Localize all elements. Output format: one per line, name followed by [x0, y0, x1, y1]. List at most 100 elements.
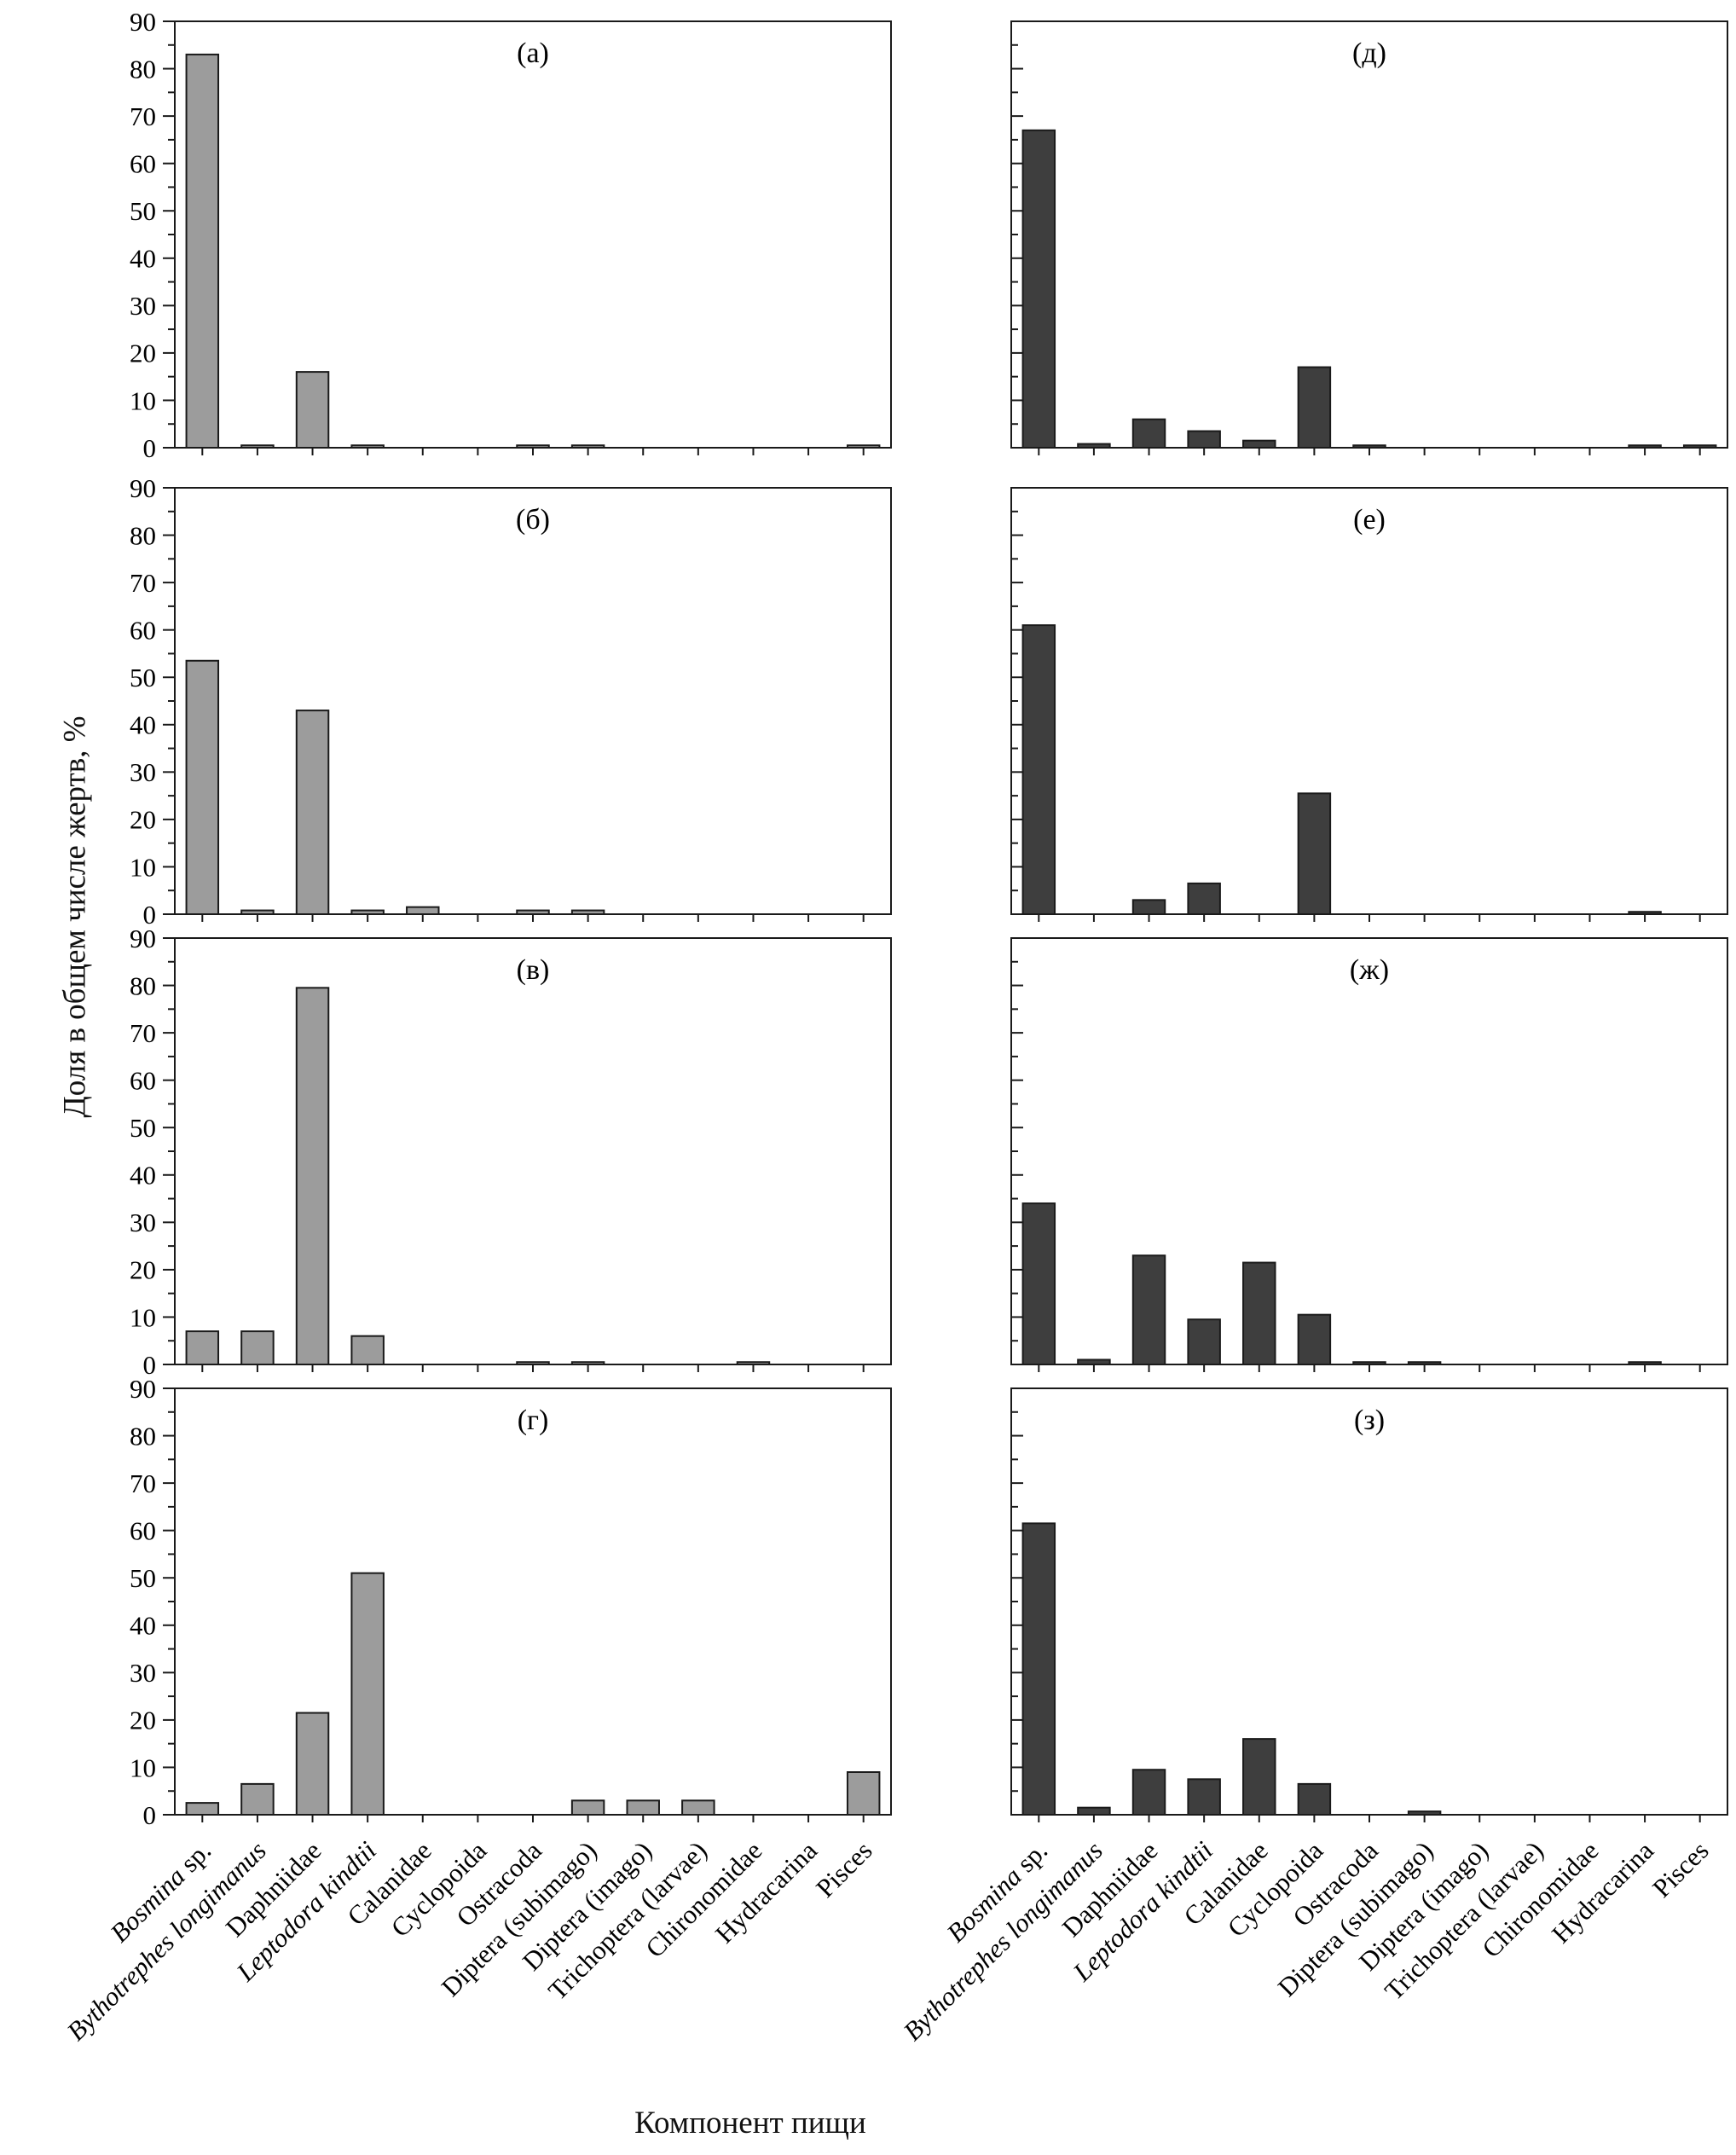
- bar-g-2: [295, 1712, 330, 1816]
- y-tick-label: 80: [130, 54, 156, 84]
- bar-z-5: [1297, 1782, 1332, 1816]
- bar-e-2: [1131, 899, 1166, 916]
- bar-zh-2: [1131, 1254, 1166, 1365]
- y-tick-label: 20: [130, 805, 156, 835]
- bar-g-1: [240, 1782, 275, 1816]
- x-category-label: Pisces: [1646, 1835, 1715, 1903]
- panel-g: 0 10 20 30 40 50 60 70 80 90 (г): [130, 1374, 892, 1830]
- bar-d-12: [1682, 444, 1717, 449]
- y-tick-label: 90: [130, 1374, 156, 1404]
- bar-a-3: [350, 444, 385, 449]
- y-tick-label: 10: [130, 1752, 156, 1782]
- panel-label-b: (б): [516, 504, 550, 536]
- panel-label-a: (а): [517, 38, 549, 69]
- bar-d-1: [1077, 443, 1111, 449]
- bar-v-1: [240, 1330, 275, 1365]
- y-tick-label: 10: [130, 852, 156, 882]
- y-tick-label: 50: [130, 196, 156, 226]
- y-tick-label: 40: [130, 710, 156, 740]
- plot-frame: [1010, 1387, 1728, 1816]
- bar-a-2: [295, 371, 330, 449]
- panel-label-zh: (ж): [1350, 954, 1389, 986]
- bar-g-12: [846, 1771, 881, 1816]
- bar-v-10: [736, 1361, 771, 1365]
- bar-zh-4: [1242, 1261, 1276, 1365]
- bar-zh-1: [1077, 1358, 1111, 1366]
- bar-z-4: [1242, 1738, 1276, 1816]
- bar-zh-3: [1187, 1318, 1221, 1365]
- panel-z: (з): [1010, 1387, 1728, 1822]
- bar-v-3: [350, 1335, 385, 1365]
- y-tick-label: 30: [130, 757, 156, 787]
- y-tick-label: 0: [143, 1350, 157, 1380]
- bar-a-1: [240, 444, 275, 449]
- plot-frame: [174, 937, 892, 1365]
- y-tick-label: 90: [130, 473, 156, 503]
- y-tick-label: 40: [130, 1161, 156, 1190]
- bar-d-2: [1131, 418, 1166, 449]
- y-tick-label: 70: [130, 568, 156, 598]
- bar-g-0: [185, 1802, 220, 1816]
- bar-zh-6: [1352, 1361, 1386, 1365]
- y-tick-label: 40: [130, 1611, 156, 1641]
- y-tick-label: 70: [130, 101, 156, 131]
- bar-g-7: [570, 1799, 605, 1816]
- bar-b-1: [240, 909, 275, 915]
- y-tick-label: 30: [130, 291, 156, 321]
- bar-d-4: [1242, 439, 1276, 449]
- bar-v-2: [295, 987, 330, 1366]
- bar-zh-11: [1628, 1361, 1662, 1365]
- bar-zh-7: [1407, 1361, 1442, 1365]
- panel-d: (д): [1010, 20, 1728, 455]
- bar-e-0: [1021, 624, 1056, 915]
- panel-label-z: (з): [1354, 1405, 1385, 1436]
- bar-b-6: [516, 909, 550, 915]
- bar-b-4: [406, 906, 440, 915]
- y-tick-label: 70: [130, 1469, 156, 1498]
- bar-v-6: [516, 1361, 550, 1365]
- y-tick-label: 0: [143, 433, 157, 463]
- y-tick-label: 20: [130, 1706, 156, 1735]
- panel-v: 0 10 20 30 40 50 60 70 80 90 (в): [130, 924, 892, 1380]
- y-tick-label: 50: [130, 1113, 156, 1143]
- x-category-label: Pisces: [810, 1835, 878, 1903]
- x-category-label-roman: Pisces: [810, 1835, 878, 1903]
- bar-e-5: [1297, 792, 1332, 915]
- y-tick-label: 10: [130, 385, 156, 415]
- y-tick-label: 80: [130, 520, 156, 550]
- bar-z-2: [1131, 1769, 1166, 1816]
- panel-e: (е): [1010, 487, 1728, 922]
- y-tick-label: 30: [130, 1208, 156, 1237]
- bar-z-3: [1187, 1778, 1221, 1816]
- bar-z-0: [1021, 1522, 1056, 1816]
- y-tick-label: 80: [130, 970, 156, 1000]
- bar-v-0: [185, 1330, 220, 1365]
- panel-zh: (ж): [1010, 937, 1728, 1372]
- plot-frame: [174, 487, 892, 915]
- bar-e-3: [1187, 882, 1221, 916]
- bar-z-1: [1077, 1806, 1111, 1816]
- bar-b-7: [570, 909, 605, 915]
- bar-d-5: [1297, 366, 1332, 449]
- y-tick-label: 60: [130, 1066, 156, 1096]
- y-tick-label: 0: [143, 1800, 157, 1830]
- bar-e-11: [1628, 911, 1662, 915]
- bar-zh-0: [1021, 1202, 1056, 1365]
- y-tick-label: 70: [130, 1018, 156, 1048]
- bar-b-0: [185, 659, 220, 915]
- x-category-label-roman: Pisces: [1646, 1835, 1715, 1903]
- panel-a: 0 10 20 30 40 50 60 70 80 90 (а): [130, 7, 892, 463]
- bar-b-3: [350, 909, 385, 915]
- bar-z-7: [1407, 1810, 1442, 1816]
- y-tick-label: 20: [130, 1255, 156, 1285]
- x-axis-title: Компонент пищи: [634, 2106, 866, 2141]
- bar-b-2: [295, 710, 330, 915]
- bar-d-6: [1352, 444, 1386, 449]
- y-tick-label: 50: [130, 663, 156, 692]
- bar-g-3: [350, 1572, 385, 1816]
- bar-a-0: [185, 53, 220, 449]
- bar-d-3: [1187, 430, 1221, 449]
- y-tick-label: 60: [130, 149, 156, 179]
